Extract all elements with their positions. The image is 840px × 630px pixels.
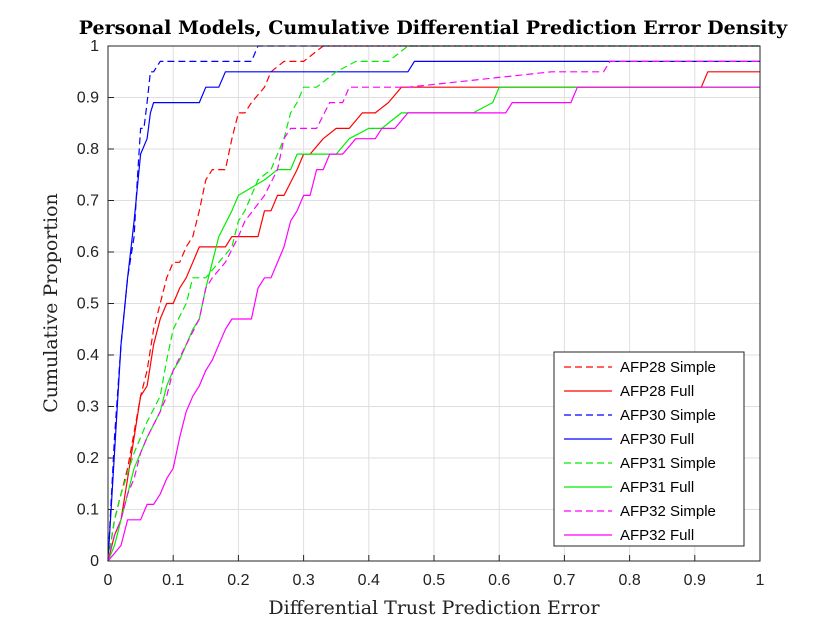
x-tick-labels: 0 0.1 0.2 0.3 0.4 0.5 0.6 0.7 0.8 0.9 1 <box>104 572 765 589</box>
x-tick-label: 0 <box>104 572 113 589</box>
y-tick-label: 0.2 <box>77 450 99 467</box>
y-tick-label: 0.3 <box>77 399 99 416</box>
x-tick-label: 0.9 <box>684 572 706 589</box>
legend-label: AFP31 Simple <box>620 455 716 472</box>
y-tick-label: 0.5 <box>77 296 99 313</box>
y-tick-label: 0.8 <box>77 141 99 158</box>
x-tick-label: 0.2 <box>227 572 249 589</box>
legend-label: AFP32 Full <box>620 527 694 544</box>
series-line-afp32-simple <box>107 60 760 562</box>
y-axis-label: Cumulative Proportion <box>40 193 62 413</box>
y-tick-label: 0.9 <box>77 90 99 107</box>
x-tick-label: 0.7 <box>553 572 575 589</box>
series-lines <box>107 45 760 562</box>
y-tick-labels: 0 0.1 0.2 0.3 0.4 0.5 0.6 0.7 0.8 0.9 1 <box>77 38 99 570</box>
y-tick-label: 0.7 <box>77 193 99 210</box>
x-tick-label: 0.3 <box>292 572 314 589</box>
chart-title: Personal Models, Cumulative Differential… <box>79 17 788 39</box>
x-tick-label: 1 <box>756 572 765 589</box>
series-line-afp28-full <box>107 71 760 562</box>
legend-box <box>553 351 745 547</box>
y-tick-label: 0.1 <box>77 502 99 519</box>
x-tick-label: 0.6 <box>488 572 510 589</box>
x-tick-label: 0.5 <box>423 572 445 589</box>
x-tick-label: 0.4 <box>358 572 380 589</box>
y-tick-label: 0.4 <box>77 347 99 364</box>
tick-marks <box>107 45 761 562</box>
series-line-afp32-full <box>107 86 760 562</box>
legend-label: AFP30 Full <box>620 431 694 448</box>
legend-label: AFP28 Simple <box>620 359 716 376</box>
y-tick-label: 0 <box>90 553 99 570</box>
legend-label: AFP30 Simple <box>620 407 716 424</box>
y-tick-label: 0.6 <box>77 244 99 261</box>
legend: AFP28 Simple AFP28 Full AFP30 Simple AFP30 … <box>553 351 745 547</box>
legend-label: AFP31 Full <box>620 479 694 496</box>
x-tick-label: 0.1 <box>162 572 184 589</box>
legend-label: AFP28 Full <box>620 383 694 400</box>
x-tick-label: 0.8 <box>618 572 640 589</box>
legend-label: AFP32 Simple <box>620 503 716 520</box>
y-tick-label: 1 <box>90 38 99 55</box>
series-line-afp31-simple <box>107 45 760 562</box>
x-axis-label: Differential Trust Prediction Error <box>268 597 600 619</box>
series-line-afp30-full <box>107 60 760 562</box>
